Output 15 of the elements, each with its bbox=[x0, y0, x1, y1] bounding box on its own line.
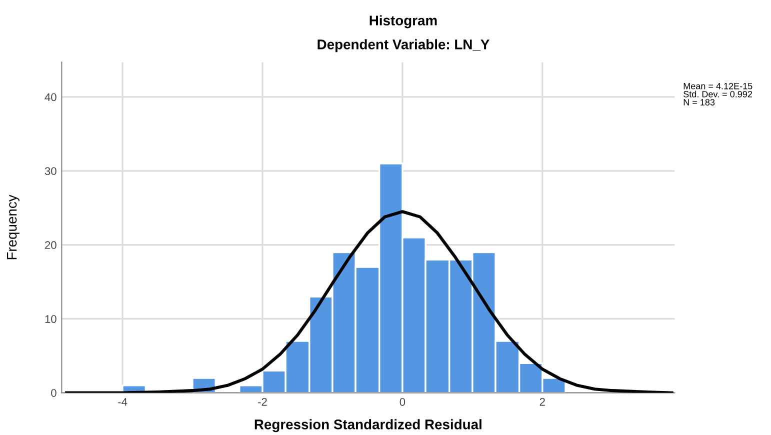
x-tick-label: 0 bbox=[400, 398, 406, 406]
y-tick-label: 40 bbox=[44, 93, 56, 102]
y-axis-title: Frequency bbox=[7, 194, 20, 260]
text: Mean = 4.12E-15 Std. Dev. = 0.992 N = 183 bbox=[684, 82, 752, 106]
x-tick-label: 2 bbox=[540, 398, 545, 406]
y-tick-label: 10 bbox=[45, 315, 56, 323]
chart-subtitle: Dependent Variable: LN_Y bbox=[318, 39, 490, 52]
x-tick-label: -4 bbox=[118, 398, 128, 406]
y-tick-label: 30 bbox=[44, 167, 56, 176]
y-tick-label: 0 bbox=[51, 389, 56, 397]
x-axis-title: Regression Standardized Residual bbox=[254, 419, 482, 432]
x-tick-label: -2 bbox=[258, 398, 267, 406]
y-tick-label: 20 bbox=[45, 241, 56, 250]
chart-title: Histogram bbox=[370, 15, 437, 28]
line-series bbox=[65, 210, 674, 393]
